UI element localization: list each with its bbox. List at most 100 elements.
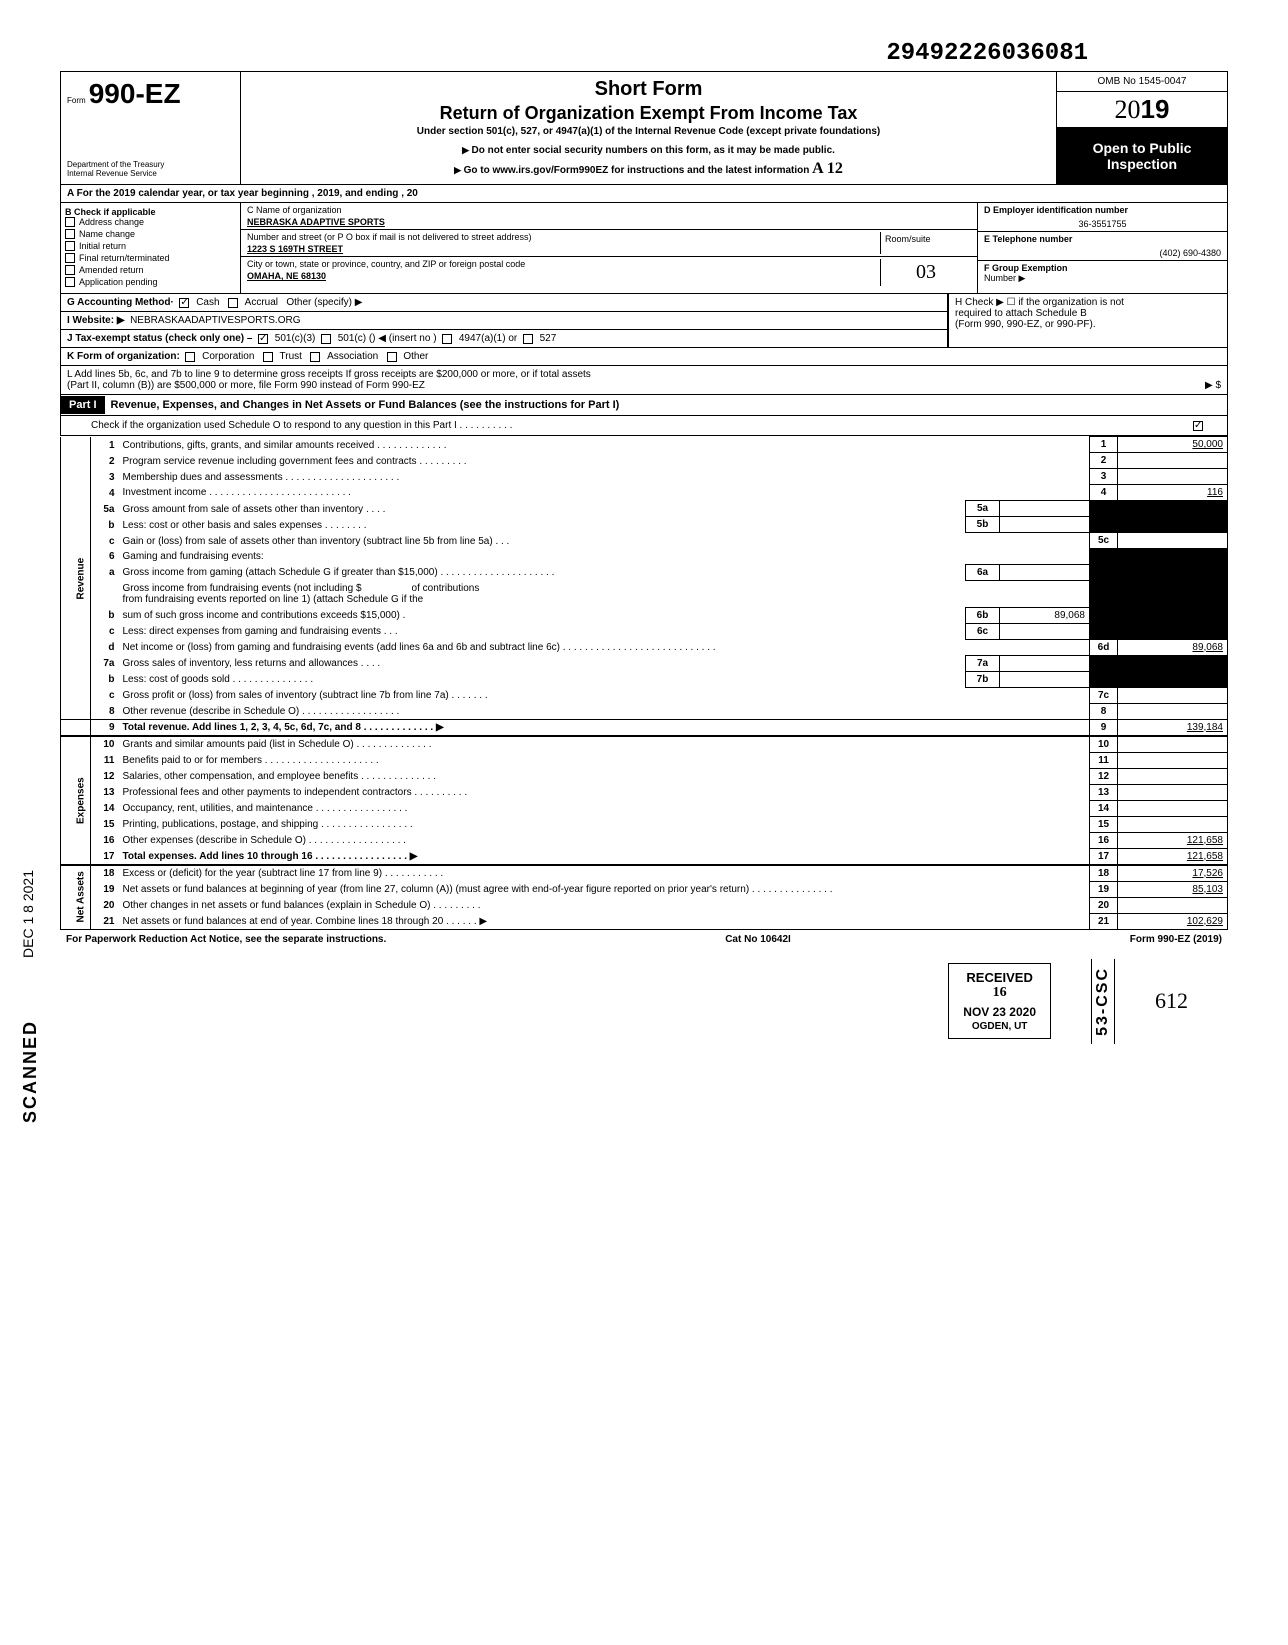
ln16-n: 16 — [91, 832, 119, 848]
ln4-bv: 116 — [1118, 485, 1228, 501]
under-section: Under section 501(c), 527, or 4947(a)(1)… — [251, 126, 1046, 137]
ln3-bn: 3 — [1090, 469, 1118, 485]
chk-final-return[interactable] — [65, 253, 75, 263]
ln6b-d4: sum of such gross income and contributio… — [119, 607, 966, 623]
chk-amended-return[interactable] — [65, 265, 75, 275]
ln15-n: 15 — [91, 816, 119, 832]
ln7c-n: c — [91, 687, 119, 703]
ln5c-bn: 5c — [1090, 533, 1118, 549]
ln7b-d: Less: cost of goods sold . . . . . . . .… — [119, 671, 966, 687]
lbl-trust: Trust — [280, 351, 302, 362]
chk-name-change[interactable] — [65, 229, 75, 239]
ln7c-bn: 7c — [1090, 687, 1118, 703]
i-label: I Website: ▶ — [67, 315, 125, 326]
ln7b-sn: 7b — [966, 671, 1000, 687]
chk-501c[interactable] — [321, 334, 331, 344]
chk-cash[interactable] — [179, 298, 189, 308]
lbl-527: 527 — [540, 333, 557, 344]
org-street: 1223 S 169TH STREET — [247, 244, 876, 254]
ln5c-n: c — [91, 533, 119, 549]
stamp-dec: DEC 1 8 2021 — [20, 870, 36, 958]
c-street-label: Number and street (or P O box if mail is… — [247, 232, 876, 242]
chk-assoc[interactable] — [310, 352, 320, 362]
h-line3: (Form 990, 990-EZ, or 990-PF). — [955, 319, 1221, 330]
g-label: G Accounting Method· — [67, 297, 174, 308]
part-i-table: Revenue 1 Contributions, gifts, grants, … — [60, 436, 1228, 930]
ln1-n: 1 — [91, 437, 119, 453]
ln6-n: 6 — [91, 549, 119, 565]
ln19-n: 19 — [91, 881, 119, 897]
chk-accrual[interactable] — [228, 298, 238, 308]
chk-527[interactable] — [523, 334, 533, 344]
ln11-bn: 11 — [1090, 752, 1118, 768]
ln4-bn: 4 — [1090, 485, 1118, 501]
ln2-n: 2 — [91, 453, 119, 469]
ln7a-d: Gross sales of inventory, less returns a… — [119, 655, 966, 671]
chk-4947[interactable] — [442, 334, 452, 344]
ln20-bn: 20 — [1090, 897, 1118, 913]
chk-corp[interactable] — [185, 352, 195, 362]
return-title: Return of Organization Exempt From Incom… — [251, 103, 1046, 124]
k-label: K Form of organization: — [67, 351, 180, 362]
ln6d-bn: 6d — [1090, 639, 1118, 655]
tax-year: 20201919 — [1057, 92, 1227, 128]
ln6a-sn: 6a — [966, 564, 1000, 580]
chk-501c3[interactable] — [258, 334, 268, 344]
h-line2: required to attach Schedule B — [955, 308, 1221, 319]
ln1-d: Contributions, gifts, grants, and simila… — [119, 437, 1090, 453]
lbl-name-change: Name change — [79, 229, 135, 239]
chk-schedule-o[interactable] — [1193, 421, 1203, 431]
lbl-amended-return: Amended return — [79, 265, 144, 275]
short-form-title: Short Form — [251, 78, 1046, 101]
ln17-d: Total expenses. Add lines 10 through 16 … — [123, 851, 418, 862]
ln15-bn: 15 — [1090, 816, 1118, 832]
ln8-n: 8 — [91, 703, 119, 719]
received-date: NOV 23 2020 — [963, 1005, 1036, 1019]
org-city: OMAHA, NE 68130 — [247, 271, 876, 281]
ln6b-d1: Gross income from fundraising events (no… — [123, 583, 362, 594]
l-line2: (Part II, column (B)) are $500,000 or mo… — [67, 380, 1205, 391]
ln5b-sn: 5b — [966, 517, 1000, 533]
section-b-c-d: B Check if applicable Address change Nam… — [60, 203, 1228, 294]
chk-trust[interactable] — [263, 352, 273, 362]
ln5b-d: Less: cost or other basis and sales expe… — [119, 517, 966, 533]
ln20-bv — [1118, 897, 1228, 913]
h-line1: H Check ▶ ☐ if the organization is not — [955, 297, 1221, 308]
ln13-bn: 13 — [1090, 784, 1118, 800]
ln12-bn: 12 — [1090, 768, 1118, 784]
row-a-tax-year: A For the 2019 calendar year, or tax yea… — [60, 185, 1228, 203]
ln6a-n: a — [91, 564, 119, 580]
chk-address-change[interactable] — [65, 217, 75, 227]
ln16-bn: 16 — [1090, 832, 1118, 848]
chk-initial-return[interactable] — [65, 241, 75, 251]
ln5b-sv — [1000, 517, 1090, 533]
lbl-corp: Corporation — [202, 351, 254, 362]
lbl-cash: Cash — [196, 297, 219, 308]
ln9-n: 9 — [91, 719, 119, 736]
ln4-d: Investment income . . . . . . . . . . . … — [119, 485, 1090, 501]
ln10-bn: 10 — [1090, 736, 1118, 753]
footer-mid: Cat No 10642I — [725, 934, 791, 945]
check-o-text: Check if the organization used Schedule … — [91, 420, 1193, 431]
ln3-n: 3 — [91, 469, 119, 485]
ln6b-d2: of contributions — [412, 583, 480, 594]
stamp-scanned: SCANNED — [20, 1020, 41, 1123]
l-arrow: ▶ $ — [1205, 380, 1221, 391]
chk-application-pending[interactable] — [65, 277, 75, 287]
side-expenses: Expenses — [61, 736, 91, 865]
d-label: D Employer identification number — [984, 205, 1221, 215]
ln13-n: 13 — [91, 784, 119, 800]
ln11-bv — [1118, 752, 1228, 768]
chk-other-org[interactable] — [387, 352, 397, 362]
ln6c-sn: 6c — [966, 623, 1000, 639]
lbl-other-org: Other — [403, 351, 428, 362]
phone-value: (402) 690-4380 — [984, 248, 1221, 258]
ln7c-d: Gross profit or (loss) from sales of inv… — [119, 687, 1090, 703]
hand-03: 03 — [881, 259, 971, 286]
e-label: E Telephone number — [984, 234, 1221, 244]
ln7c-bv — [1118, 687, 1228, 703]
open-public-1: Open to Public — [1061, 140, 1223, 156]
open-public-2: Inspection — [1061, 156, 1223, 172]
lbl-501c: 501(c) ( — [338, 333, 372, 344]
c-city-label: City or town, state or province, country… — [247, 259, 876, 269]
